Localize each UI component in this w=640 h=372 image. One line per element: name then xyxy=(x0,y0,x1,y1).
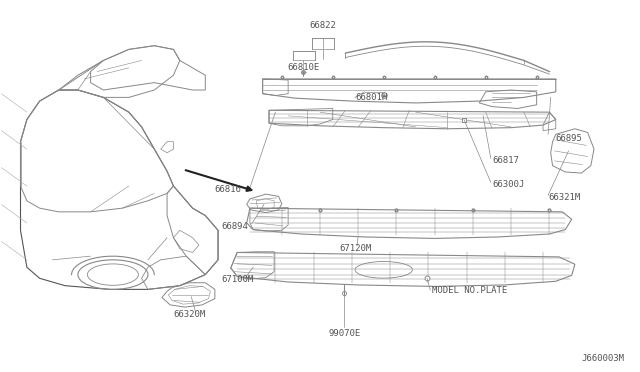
Text: 67120M: 67120M xyxy=(339,244,371,253)
Text: 66320M: 66320M xyxy=(173,310,205,319)
Text: 66895: 66895 xyxy=(556,134,582,142)
Text: J660003M: J660003M xyxy=(582,354,625,363)
Text: 66816: 66816 xyxy=(215,185,242,194)
Text: 66321M: 66321M xyxy=(548,193,580,202)
Text: 66810E: 66810E xyxy=(287,63,319,72)
Text: 66817: 66817 xyxy=(492,155,519,165)
Text: 67100M: 67100M xyxy=(221,275,253,283)
Ellipse shape xyxy=(88,264,138,285)
Text: 66300J: 66300J xyxy=(492,180,524,189)
Text: MODEL NO.PLATE: MODEL NO.PLATE xyxy=(431,286,507,295)
Text: 99070E: 99070E xyxy=(328,329,360,338)
Text: 66801H: 66801H xyxy=(355,93,387,102)
Text: 66822: 66822 xyxy=(310,21,337,30)
Text: 66894: 66894 xyxy=(221,222,248,231)
